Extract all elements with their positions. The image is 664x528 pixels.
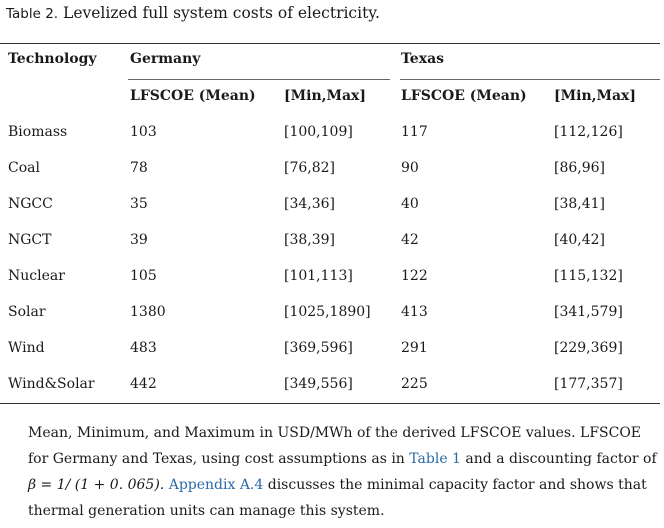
cell-technology: Solar: [8, 304, 46, 320]
cell-germany-mean: 105: [130, 268, 157, 284]
footnote-text-1: Mean, Minimum, and Maximum in USD/MWh of…: [28, 425, 642, 467]
table-bottom-rule: [0, 403, 660, 404]
cell-germany-range: [76,82]: [284, 160, 336, 176]
cell-texas-mean: 40: [401, 196, 419, 212]
cell-germany-mean: 442: [130, 376, 157, 392]
cell-texas-range: [177,357]: [554, 376, 623, 392]
cell-germany-range: [100,109]: [284, 124, 353, 140]
cell-germany-range: [1025,1890]: [284, 304, 371, 320]
cell-germany-mean: 483: [130, 340, 157, 356]
footnote-text-3: discusses the minimal capacity factor an…: [28, 477, 647, 519]
cell-technology: Biomass: [8, 124, 68, 140]
header-texas: Texas: [401, 51, 445, 67]
cell-germany-range: [101,113]: [284, 268, 353, 284]
table-caption: Table 2. Levelized full system costs of …: [6, 4, 380, 22]
table-footnote: Mean, Minimum, and Maximum in USD/MWh of…: [28, 420, 658, 524]
germany-group-rule: [128, 79, 390, 80]
cell-technology: Wind&Solar: [8, 376, 95, 392]
footnote-text-2: and a discounting factor of: [460, 451, 657, 467]
cell-texas-range: [38,41]: [554, 196, 606, 212]
header-technology: Technology: [8, 51, 97, 67]
discount-formula: β = 1/ (1 + 0. 065).: [28, 477, 165, 493]
table1-link[interactable]: Table 1: [409, 451, 461, 467]
cell-texas-range: [229,369]: [554, 340, 623, 356]
cell-germany-range: [369,596]: [284, 340, 353, 356]
cell-texas-range: [40,42]: [554, 232, 606, 248]
cell-germany-mean: 103: [130, 124, 157, 140]
header-germany-mean: LFSCOE (Mean): [130, 88, 256, 104]
cell-texas-range: [112,126]: [554, 124, 623, 140]
header-texas-minmax: [Min,Max]: [554, 88, 637, 104]
cell-germany-mean: 39: [130, 232, 148, 248]
header-texas-mean: LFSCOE (Mean): [401, 88, 527, 104]
cell-technology: NGCC: [8, 196, 53, 212]
cell-technology: Wind: [8, 340, 45, 356]
appendix-link[interactable]: Appendix A.4: [168, 477, 264, 493]
cell-texas-mean: 225: [401, 376, 428, 392]
header-germany: Germany: [130, 51, 201, 67]
texas-group-rule: [400, 79, 660, 80]
cell-technology: NGCT: [8, 232, 52, 248]
cell-texas-range: [115,132]: [554, 268, 623, 284]
cell-germany-mean: 78: [130, 160, 148, 176]
cell-texas-mean: 117: [401, 124, 428, 140]
cell-germany-range: [349,556]: [284, 376, 353, 392]
cell-texas-mean: 413: [401, 304, 428, 320]
caption-title: Levelized full system costs of electrici…: [63, 4, 380, 22]
cell-texas-range: [341,579]: [554, 304, 623, 320]
cell-technology: Nuclear: [8, 268, 65, 284]
caption-label: Table 2.: [6, 6, 59, 22]
cell-texas-mean: 90: [401, 160, 419, 176]
table-top-rule: [0, 43, 660, 44]
cell-texas-mean: 291: [401, 340, 428, 356]
cell-germany-mean: 35: [130, 196, 148, 212]
cell-texas-range: [86,96]: [554, 160, 606, 176]
cell-germany-range: [34,36]: [284, 196, 336, 212]
cell-germany-range: [38,39]: [284, 232, 336, 248]
cell-technology: Coal: [8, 160, 40, 176]
cell-texas-mean: 42: [401, 232, 419, 248]
cell-germany-mean: 1380: [130, 304, 166, 320]
header-germany-minmax: [Min,Max]: [284, 88, 367, 104]
cell-texas-mean: 122: [401, 268, 428, 284]
